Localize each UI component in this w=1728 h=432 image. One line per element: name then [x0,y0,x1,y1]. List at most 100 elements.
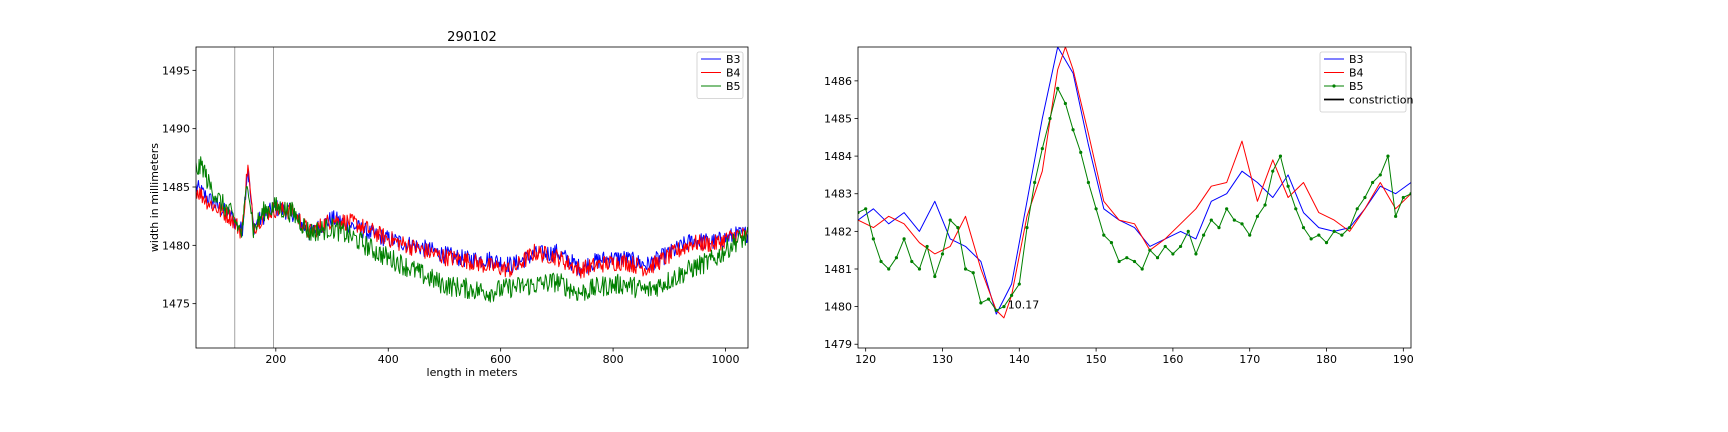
series-point-B5 [1225,207,1229,211]
series-point-B5 [1117,259,1121,264]
y-tick-label: 1495 [162,64,190,77]
series-line-B5 [858,87,1411,311]
series-point-B5 [1271,169,1275,173]
series-point-B5 [994,308,998,312]
x-tick-label: 600 [490,353,511,366]
y-tick-label: 1480 [162,239,190,252]
series-point-B5 [1140,267,1144,271]
series-point-B5 [1294,207,1298,211]
legend-label-B4: B4 [1349,67,1364,80]
x-tick-label: 180 [1316,353,1337,366]
series-point-B5 [887,267,891,271]
series-point-B5 [956,226,960,230]
series-point-B5 [1109,241,1114,245]
x-tick-label: 170 [1239,353,1260,366]
x-tick-label: 200 [265,353,286,366]
series-point-B5 [1002,305,1006,309]
legend-marker-B5 [1332,84,1336,88]
series-point-B5 [1178,244,1183,249]
series-point-B5 [1010,293,1014,297]
series-point-B5 [894,256,899,260]
legend-label-B3: B3 [726,53,741,66]
plot-area [858,47,1411,319]
y-tick-label: 1485 [162,181,190,194]
series-point-B5 [902,237,906,241]
series-point-B5 [1401,195,1405,200]
series-point-B5 [979,301,983,305]
series-point-B5 [1255,214,1259,218]
series-point-B5 [971,271,975,275]
series-point-B5 [1125,256,1129,260]
series-point-B5 [1217,226,1221,230]
series-line-B3 [858,47,1411,315]
series-point-B5 [1048,116,1052,121]
x-tick-label: 160 [1162,353,1183,366]
series-point-B5 [1394,214,1398,218]
series-point-B5 [1186,229,1190,233]
plot-area [196,47,748,348]
series-point-B5 [1278,154,1283,158]
series-line-B4 [196,164,748,279]
series-point-B5 [1355,207,1359,211]
axes-frame [195,46,749,349]
series-point-B5 [1033,180,1037,185]
series-point-B5 [910,259,914,264]
legend-label-B3: B3 [1349,53,1364,66]
series-point-B5 [1332,229,1336,233]
series-point-B5 [1347,226,1352,230]
series-line-B4 [858,47,1411,319]
y-tick-label: 1485 [824,112,852,125]
series-point-B5 [1063,101,1067,106]
series-point-B5 [1263,203,1267,207]
series-point-B5 [1378,173,1382,177]
y-tick-label: 1490 [162,123,190,136]
series-point-B5 [1155,256,1160,260]
axes-frame [857,46,1412,349]
series-point-B5 [1086,180,1091,185]
series-point-B5 [1386,154,1390,158]
series-line-B3 [196,169,748,277]
legend-label-B4: B4 [726,67,741,80]
legend-box [1319,51,1407,113]
x-tick-label: 130 [932,353,953,366]
x-tick-label: 150 [1086,353,1107,366]
series-point-B5 [1017,282,1021,286]
series-point-B5 [1232,218,1236,222]
legend-label-constriction: constriction [1349,94,1414,107]
series-point-B5 [1309,237,1313,241]
series-point-B5 [1102,233,1106,237]
series-point-B5 [1171,252,1175,256]
annotation-0: 10.17 [1008,299,1039,312]
legend-box [696,51,744,99]
series-point-B5 [1025,226,1029,230]
series-point-B5 [1324,241,1329,245]
series-line-B5 [196,156,748,303]
series-point-B5 [1370,180,1375,185]
y-tick-label: 1475 [162,298,190,311]
y-tick-label: 1480 [824,301,852,314]
series-point-B5 [1209,218,1213,222]
series-point-B5 [1132,259,1137,264]
series-point-B5 [879,259,883,264]
x-axis-label: length in meters [427,366,518,379]
series-point-B5 [1148,248,1152,252]
y-tick-label: 1483 [824,188,852,201]
x-tick-label: 190 [1393,353,1414,366]
x-tick-label: 400 [378,353,399,366]
series-point-B5 [1202,233,1206,237]
legend-label-B5: B5 [1349,80,1364,93]
series-point-B5 [940,252,945,256]
y-axis-label: width in millimeters [148,143,161,252]
series-point-B5 [1317,233,1321,237]
x-tick-label: 1000 [712,353,740,366]
series-point-B5 [1248,233,1252,237]
series-point-B5 [1094,207,1098,211]
x-tick-label: 120 [855,353,876,366]
series-point-B5 [925,244,929,249]
series-point-B5 [1286,184,1290,188]
x-tick-label: 800 [603,353,624,366]
series-point-B5 [1194,252,1198,256]
series-point-B5 [1056,86,1060,90]
